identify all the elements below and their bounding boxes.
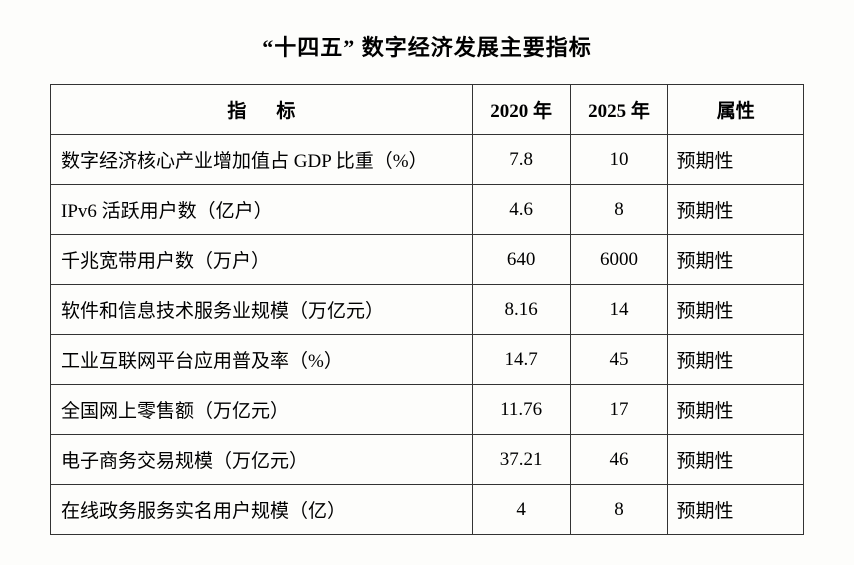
attribute-cell: 预期性 <box>668 335 804 385</box>
table-row: 电子商务交易规模（万亿元）37.2146预期性 <box>51 435 804 485</box>
attribute-cell: 预期性 <box>668 435 804 485</box>
value-2020-cell: 8.16 <box>472 285 570 335</box>
attribute-cell: 预期性 <box>668 385 804 435</box>
table-row: 全国网上零售额（万亿元）11.7617预期性 <box>51 385 804 435</box>
table-header-row: 指标 2020 年 2025 年 属性 <box>51 85 804 135</box>
value-2020-cell: 7.8 <box>472 135 570 185</box>
table-row: 数字经济核心产业增加值占 GDP 比重（%）7.810预期性 <box>51 135 804 185</box>
value-2025-cell: 14 <box>570 285 668 335</box>
col-header-indicator: 指标 <box>51 85 473 135</box>
attribute-cell: 预期性 <box>668 185 804 235</box>
col-header-attr: 属性 <box>668 85 804 135</box>
indicator-cell: 软件和信息技术服务业规模（万亿元） <box>51 285 473 335</box>
indicator-cell: 千兆宽带用户数（万户） <box>51 235 473 285</box>
value-2025-cell: 8 <box>570 185 668 235</box>
attribute-cell: 预期性 <box>668 135 804 185</box>
indicator-cell: 在线政务服务实名用户规模（亿） <box>51 485 473 535</box>
indicators-table: 指标 2020 年 2025 年 属性 数字经济核心产业增加值占 GDP 比重（… <box>50 84 804 535</box>
page-title: “十四五” 数字经济发展主要指标 <box>50 30 804 62</box>
value-2020-cell: 4 <box>472 485 570 535</box>
indicator-cell: IPv6 活跃用户数（亿户） <box>51 185 473 235</box>
indicator-cell: 工业互联网平台应用普及率（%） <box>51 335 473 385</box>
indicator-cell: 电子商务交易规模（万亿元） <box>51 435 473 485</box>
col-header-2025: 2025 年 <box>570 85 668 135</box>
value-2025-cell: 17 <box>570 385 668 435</box>
table-row: 千兆宽带用户数（万户）6406000预期性 <box>51 235 804 285</box>
attribute-cell: 预期性 <box>668 235 804 285</box>
table-row: 工业互联网平台应用普及率（%）14.745预期性 <box>51 335 804 385</box>
value-2020-cell: 11.76 <box>472 385 570 435</box>
value-2025-cell: 45 <box>570 335 668 385</box>
value-2025-cell: 6000 <box>570 235 668 285</box>
value-2020-cell: 4.6 <box>472 185 570 235</box>
col-header-2020: 2020 年 <box>472 85 570 135</box>
value-2020-cell: 37.21 <box>472 435 570 485</box>
value-2025-cell: 46 <box>570 435 668 485</box>
value-2025-cell: 8 <box>570 485 668 535</box>
value-2020-cell: 14.7 <box>472 335 570 385</box>
indicator-cell: 数字经济核心产业增加值占 GDP 比重（%） <box>51 135 473 185</box>
table-row: 软件和信息技术服务业规模（万亿元）8.1614预期性 <box>51 285 804 335</box>
value-2025-cell: 10 <box>570 135 668 185</box>
table-row: IPv6 活跃用户数（亿户）4.68预期性 <box>51 185 804 235</box>
indicator-cell: 全国网上零售额（万亿元） <box>51 385 473 435</box>
attribute-cell: 预期性 <box>668 285 804 335</box>
table-row: 在线政务服务实名用户规模（亿）48预期性 <box>51 485 804 535</box>
attribute-cell: 预期性 <box>668 485 804 535</box>
value-2020-cell: 640 <box>472 235 570 285</box>
